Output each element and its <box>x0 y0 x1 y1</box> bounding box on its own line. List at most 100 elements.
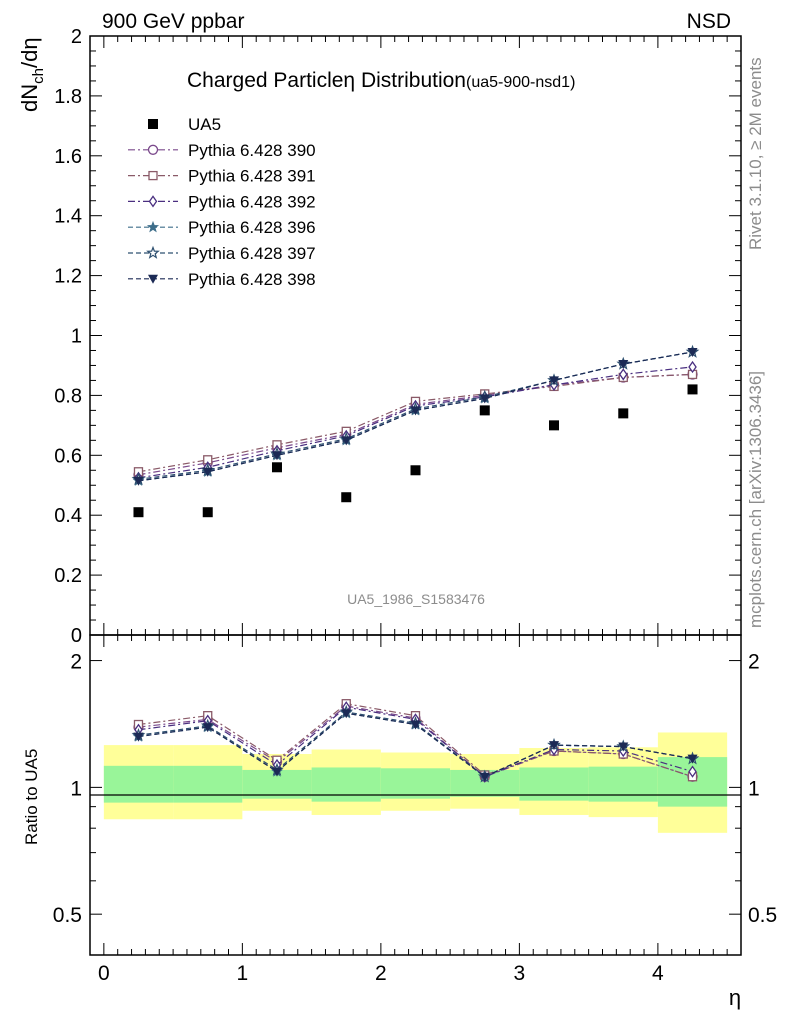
main-ytick-label: 1.4 <box>54 206 82 228</box>
data-point-6-2 <box>271 451 282 461</box>
legend-marker-6 <box>148 274 158 284</box>
legend: UA5 Pythia 6.428 390 Pythia 6.428 391 Pythi… <box>128 115 316 289</box>
main-ytick-label: 1.6 <box>54 146 82 168</box>
ratio-frame <box>89 634 742 956</box>
main-ytick-label: 1 <box>71 326 82 348</box>
legend-entry-2: Pythia 6.428 391 <box>128 167 316 186</box>
band-inner-1 <box>173 765 243 803</box>
legend-marker-1 <box>147 144 159 155</box>
x-tick-label: 4 <box>652 962 664 985</box>
data-point-0-2 <box>271 462 282 473</box>
data-point-6-5 <box>479 394 490 404</box>
data-point-0-7 <box>618 408 629 419</box>
main-ytick-label: 0 <box>71 625 82 647</box>
legend-marker-2 <box>148 170 158 181</box>
legend-marker-4 <box>146 220 160 233</box>
main-ytick-label: 0.8 <box>54 385 82 407</box>
data-point-0-0 <box>133 507 144 518</box>
series-6 <box>133 347 698 486</box>
data-point-6-4 <box>410 406 421 416</box>
title-subtitle: (ua5-900-nsd1) <box>466 74 575 91</box>
mcplots-label: mcplots.cern.ch [arXiv:1306.3436] <box>746 371 765 628</box>
series-line-1 <box>138 373 693 476</box>
x-axis-label: η <box>729 985 741 1010</box>
legend-entry-4: Pythia 6.428 396 <box>128 218 316 237</box>
series-1 <box>133 369 698 480</box>
legend-marker-0 <box>148 119 158 129</box>
legend-label-6: Pythia 6.428 398 <box>188 270 316 289</box>
legend-entry-0: UA5 <box>148 115 221 134</box>
main-ytick-label: 1.8 <box>54 86 82 108</box>
ratio-point-5-3 <box>341 709 352 719</box>
ylabel-main: dN <box>17 84 42 112</box>
data-point-0-5 <box>479 405 490 416</box>
band-inner-8 <box>657 757 728 807</box>
title-rest: Distribution <box>355 69 466 92</box>
main-ytick-label: 0.2 <box>54 565 82 587</box>
legend-entry-3: Pythia 6.428 392 <box>128 192 316 211</box>
legend-label-3: Pythia 6.428 392 <box>188 192 316 211</box>
data-point-0-8 <box>687 384 698 395</box>
ratio-ytick-label-left: 2 <box>70 651 82 674</box>
ratio-ytick-label-left: 1 <box>70 777 82 800</box>
legend-entry-6: Pythia 6.428 398 <box>128 270 316 289</box>
data-point-6-7 <box>618 359 629 369</box>
analysis-watermark: UA5_1986_S1583476 <box>347 591 485 607</box>
x-tick-label: 1 <box>237 962 249 985</box>
ratio-point-5-2 <box>271 767 282 777</box>
series-line-5 <box>138 351 693 480</box>
ratio-point-5-4 <box>410 720 421 730</box>
ratio-point-5-6 <box>549 741 560 751</box>
data-point-6-6 <box>549 376 560 386</box>
band-inner-0 <box>103 765 174 803</box>
data-point-6-8 <box>687 347 698 357</box>
title-text: Charged Particle <box>187 69 343 92</box>
legend-label-5: Pythia 6.428 397 <box>188 244 316 263</box>
ratio-point-5-7 <box>618 742 629 752</box>
legend-label-4: Pythia 6.428 396 <box>188 218 316 237</box>
ratio-point-5-5 <box>479 772 490 782</box>
ratio-ytick-label-left: 0.5 <box>53 904 82 927</box>
data-point-6-1 <box>202 467 213 477</box>
data-point-3-7 <box>618 368 628 381</box>
band-inner-3 <box>311 767 381 802</box>
data-point-0-3 <box>341 492 352 503</box>
rivet-version-label: Rivet 3.1.10, ≥ 2M events <box>746 57 765 250</box>
legend-label-1: Pythia 6.428 390 <box>188 141 316 160</box>
main-axes: 0 0.2 0.4 0.6 0.8 1 1.2 1.4 1.6 1.8 2 <box>54 26 741 647</box>
series-line-4 <box>138 351 693 482</box>
main-ytick-label: 1.2 <box>54 266 82 288</box>
main-ytick-label: 0.6 <box>54 445 82 467</box>
main-title: Charged Particleη Distribution(ua5-900-n… <box>187 69 575 92</box>
data-point-3-8 <box>688 360 697 374</box>
series-0 <box>133 384 698 518</box>
series-line-6 <box>138 351 693 482</box>
series-line-2 <box>138 373 693 473</box>
title-eta-symbol: η <box>343 69 355 92</box>
header-right: NSD <box>687 10 731 33</box>
legend-label-0: UA5 <box>188 115 221 134</box>
ratio-series-5 <box>133 709 698 782</box>
ratio-point-2-8 <box>688 765 697 778</box>
main-ytick-label: 0.4 <box>54 505 82 527</box>
ratio-plot-area <box>131 699 700 783</box>
ratio-point-5-8 <box>687 754 698 764</box>
x-tick-label: 3 <box>514 962 526 985</box>
main-panel: 0 0.2 0.4 0.6 0.8 1 1.2 1.4 1.6 1.8 2 Charged Part… <box>17 26 742 647</box>
legend-marker-5 <box>146 245 160 259</box>
ylabel-rest: /dη <box>17 37 42 68</box>
series-line-3 <box>138 366 693 479</box>
legend-entry-1: Pythia 6.428 390 <box>128 141 316 160</box>
ratio-ytick-label-right: 1 <box>748 777 760 800</box>
ratio-axes: 0.5 0.5 1 1 2 2 0 1 2 3 4 <box>53 635 777 985</box>
main-ylabel: dNch/dη <box>17 37 47 112</box>
series-3 <box>134 360 697 484</box>
ratio-uncertainty-bands <box>103 732 728 833</box>
data-point-0-6 <box>549 420 560 431</box>
ratio-ylabel: Ratio to UA5 <box>22 749 41 845</box>
legend-entry-5: Pythia 6.428 397 <box>128 244 316 263</box>
x-tick-label: 2 <box>375 962 387 985</box>
legend-label-2: Pythia 6.428 391 <box>188 167 316 186</box>
data-point-0-1 <box>202 507 213 518</box>
ylabel-sub: ch <box>30 68 47 84</box>
